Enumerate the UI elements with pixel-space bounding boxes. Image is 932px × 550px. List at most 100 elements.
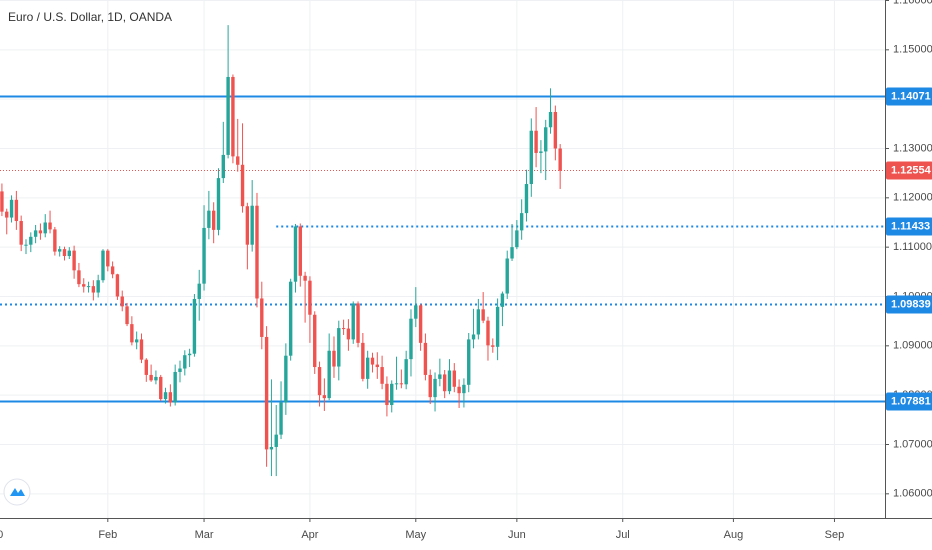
candle-body [226, 76, 230, 155]
candle-body [207, 210, 211, 228]
candle-body [495, 306, 500, 347]
y-tick-label: 1.13000 [893, 142, 932, 154]
candle-body [202, 227, 206, 284]
candle-body [163, 392, 168, 400]
candle-body [370, 357, 375, 365]
candle-body [149, 374, 153, 381]
candle-body [534, 130, 538, 153]
candle-body [130, 324, 134, 343]
candle-body [19, 221, 23, 245]
candle-body [303, 275, 307, 281]
candle-body [14, 199, 19, 222]
candle-body [539, 151, 543, 153]
candle-body [125, 306, 129, 325]
candle-body [438, 374, 442, 379]
candle-body [231, 76, 235, 157]
candle-body [115, 274, 120, 297]
candle-body [447, 370, 452, 392]
x-tick-label: Feb [98, 529, 117, 541]
y-tick-label: 1.11000 [893, 241, 932, 253]
candle-body [423, 342, 428, 375]
candle-body [293, 226, 298, 282]
candle-body [317, 367, 322, 396]
candle-body [134, 339, 139, 343]
candle-body [452, 370, 456, 387]
candle-body [96, 280, 100, 293]
candle-body [144, 359, 148, 375]
candle-body [322, 395, 327, 399]
candle-body [327, 350, 331, 399]
candle-body [216, 178, 221, 230]
candle-body [529, 130, 533, 185]
candle-body [260, 298, 264, 337]
x-tick-label: May [405, 529, 426, 541]
y-tick-label: 1.16000 [893, 0, 932, 6]
candles [0, 25, 562, 477]
candle-body [43, 222, 47, 234]
candle-body [544, 127, 548, 152]
candle-body [332, 350, 336, 367]
candle-body [308, 280, 312, 315]
candle-body [524, 184, 529, 214]
candle-body [553, 111, 558, 149]
candle-body [72, 250, 76, 271]
level-label-box [886, 217, 932, 236]
y-tick-label: 1.07000 [893, 438, 932, 450]
candle-body [86, 286, 91, 288]
level-label-box [886, 295, 932, 314]
candle-body [48, 222, 52, 230]
candle-body [168, 392, 173, 403]
candle-body [428, 374, 432, 398]
candle-body [106, 250, 110, 267]
candle-body [457, 386, 461, 394]
candle-body [110, 266, 115, 275]
candle-body [356, 303, 360, 343]
candle-body [53, 229, 57, 252]
level-label-box [886, 87, 932, 106]
candle-body [245, 206, 250, 245]
logo[interactable] [3, 478, 31, 506]
candle-body [558, 148, 562, 171]
candle-body [274, 434, 278, 447]
candle-body [462, 384, 466, 394]
x-tick-label: 20 [0, 529, 3, 541]
x-tick-label: Aug [724, 529, 744, 541]
candle-body [120, 296, 124, 307]
candle-body [288, 281, 293, 356]
level-label-box [886, 392, 932, 411]
levels [0, 95, 885, 403]
candle-body [313, 314, 317, 368]
candle-body [173, 371, 177, 403]
level-label: 1.14071 [891, 90, 931, 102]
candle-body [221, 154, 225, 179]
candle-body [418, 305, 423, 343]
level-label: 1.09839 [891, 298, 931, 310]
candle-body [5, 211, 9, 218]
candle-body [264, 336, 269, 450]
candle-body [380, 367, 384, 384]
candle-body [187, 353, 192, 356]
candle-body [365, 357, 370, 379]
y-tick-label: 1.09000 [893, 340, 932, 352]
y-tick-label: 1.12000 [893, 192, 932, 204]
level-label: 1.07881 [891, 395, 931, 407]
candle-body [62, 249, 67, 257]
candle-body [240, 164, 245, 207]
candle-body [82, 284, 86, 287]
candle-body [192, 298, 197, 354]
candle-body [250, 205, 254, 245]
candle-body [361, 342, 365, 379]
candle-body [394, 383, 399, 385]
candle-body [236, 156, 240, 165]
candle-body [255, 205, 259, 299]
candle-body [101, 250, 105, 281]
candle-body [284, 355, 288, 403]
x-tick-label: Jun [508, 529, 526, 541]
candle-body [298, 226, 302, 276]
x-tick-label: Mar [195, 529, 214, 541]
candle-body [375, 364, 379, 368]
level-label: 1.11433 [891, 220, 930, 232]
candle-body [24, 244, 28, 246]
